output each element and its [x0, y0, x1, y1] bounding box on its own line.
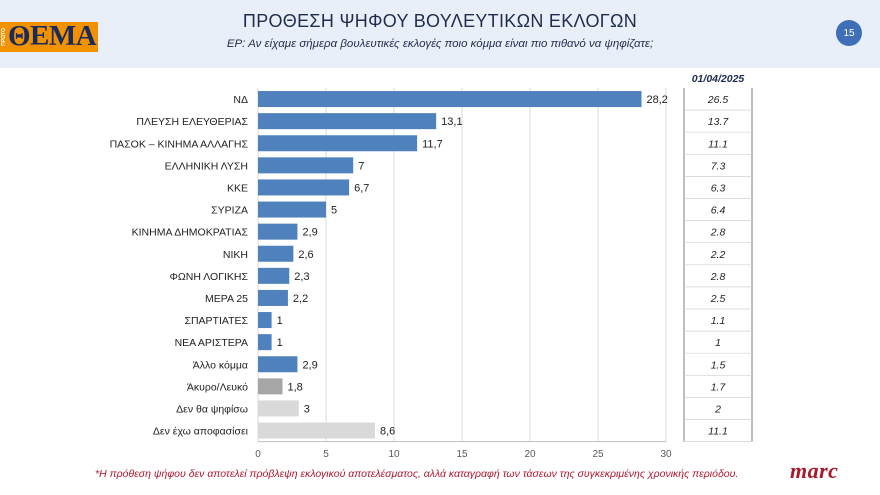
comparison-value: 11.1	[708, 426, 728, 438]
value-label: 1,8	[287, 381, 302, 393]
comparison-value: 2.8	[710, 227, 726, 239]
value-label: 13,1	[441, 116, 462, 128]
bar	[258, 91, 642, 108]
bar	[258, 334, 272, 351]
comparison-value: 7.3	[711, 160, 726, 172]
value-label: 1	[277, 337, 283, 349]
value-label: 5	[331, 205, 337, 217]
x-tick-label: 0	[255, 449, 261, 460]
category-label: ΝΕΑ ΑΡΙΣΤΕΡΑ	[175, 337, 248, 349]
comparison-value: 2.8	[710, 271, 726, 283]
bars-group	[258, 91, 642, 439]
bar	[258, 135, 418, 152]
page-title: ΠΡΟΘΕΣΗ ΨΗΦΟΥ ΒΟΥΛΕΥΤΙΚΩΝ ΕΚΛΟΓΩΝ	[242, 11, 638, 31]
comparison-value: 1.7	[711, 381, 727, 393]
comparison-value: 6.3	[711, 182, 726, 194]
bar	[258, 223, 298, 240]
category-label: ΣΥΡΙΖΑ	[211, 205, 248, 217]
category-label: ΦΩΝΗ ΛΟΓΙΚΗΣ	[170, 271, 249, 283]
comparison-value: 1	[715, 337, 721, 349]
publisher-logo: ΠΡΩΤΟ ΘΕΜΑ	[0, 22, 98, 52]
value-label: 2,3	[294, 271, 309, 283]
category-label: ΚΙΝΗΜΑ ΔΗΜΟΚΡΑΤΙΑΣ	[132, 227, 249, 239]
value-label: 8,6	[380, 426, 395, 438]
comparison-value: 2	[714, 403, 721, 415]
category-label: ΝΔ	[233, 94, 248, 106]
comparison-value: 11.1	[708, 138, 728, 150]
category-label: Δεν έχω αποφασίσει	[153, 426, 249, 438]
x-tick-label: 20	[524, 449, 536, 460]
category-label: ΜΕΡΑ 25	[205, 293, 248, 305]
value-label: 7	[358, 160, 364, 172]
category-label: Άλλο κόμμα	[193, 359, 248, 371]
value-label: 2,9	[302, 359, 317, 371]
value-label: 2,2	[293, 293, 308, 305]
value-label: 6,7	[354, 182, 369, 194]
category-label: ΚΚΕ	[227, 182, 248, 194]
comparison-value: 13.7	[708, 116, 730, 128]
bar	[258, 356, 298, 373]
comparison-value: 1.1	[711, 315, 726, 327]
logo-text: ΘΕΜΑ	[8, 22, 97, 52]
category-label: ΠΛΕΥΣΗ ΕΛΕΥΘΕΡΙΑΣ	[136, 116, 248, 128]
bar	[258, 267, 290, 284]
bar	[258, 312, 272, 329]
bar	[258, 422, 375, 439]
header-band: ΠΡΩΤΟ ΘΕΜΑ ΠΡΟΘΕΣΗ ΨΗΦΟΥ ΒΟΥΛΕΥΤΙΚΩΝ ΕΚΛ…	[0, 0, 880, 68]
value-label: 3	[304, 403, 310, 415]
bar	[258, 179, 350, 196]
category-label: ΠΑΣΟΚ – ΚΙΝΗΜΑ ΑΛΛΑΓΗΣ	[110, 138, 249, 150]
page-number-badge: 15	[836, 20, 862, 46]
value-label: 28,2	[647, 94, 668, 106]
value-label: 1	[277, 315, 283, 327]
comparison-header: 01/04/2025	[692, 73, 745, 85]
value-label: 11,7	[422, 138, 443, 150]
bar	[258, 157, 354, 174]
comparison-value: 2.2	[710, 249, 726, 261]
value-label: 2,9	[302, 227, 317, 239]
brand-logo: marc	[790, 458, 839, 483]
comparison-value: 26.5	[707, 94, 729, 106]
x-tick-label: 10	[388, 449, 400, 460]
x-tick-label: 15	[456, 449, 468, 460]
category-label: Δεν θα ψηφίσω	[176, 403, 248, 415]
category-label: ΣΠΑΡΤΙΑΤΕΣ	[184, 315, 248, 327]
bar	[258, 400, 299, 417]
x-tick-label: 5	[323, 449, 329, 460]
x-tick-label: 30	[660, 449, 672, 460]
comparison-value: 1.5	[711, 359, 726, 371]
bar	[258, 201, 326, 218]
x-tick-label: 25	[592, 449, 604, 460]
question-subtitle: ΕΡ: Αν είχαμε σήμερα βουλευτικές εκλογές…	[226, 38, 654, 50]
bar	[258, 245, 294, 262]
bar	[258, 378, 283, 395]
category-label: Άκυρο/Λευκό	[187, 381, 248, 393]
comparison-value: 2.5	[710, 293, 726, 305]
category-label: ΕΛΛΗΝΙΚΗ ΛΥΣΗ	[165, 160, 248, 172]
bar	[258, 289, 288, 306]
value-label: 2,6	[298, 249, 313, 261]
bar	[258, 113, 437, 130]
category-label: ΝΙΚΗ	[223, 249, 248, 261]
footnote: *Η πρόθεση ψήφου δεν αποτελεί πρόβλεψη ε…	[95, 468, 739, 480]
comparison-value: 6.4	[711, 205, 726, 217]
